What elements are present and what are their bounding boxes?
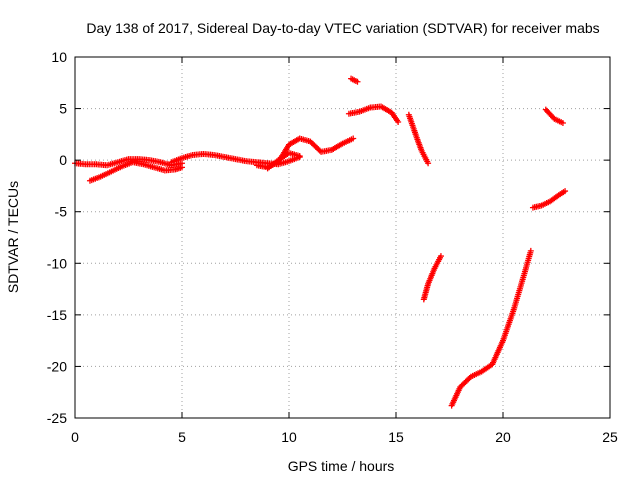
x-tick-label: 10 [281,429,297,445]
y-tick-label: -20 [47,358,67,374]
data-point [350,135,357,142]
data-point [354,78,361,85]
y-axis-label: SDTVAR / TECUs [5,181,21,293]
x-axis-label: GPS time / hours [288,458,395,474]
y-tick-label: -5 [55,204,68,220]
series-arc-1 [72,156,185,169]
series-arc-8 [405,111,432,167]
data-point [425,160,432,167]
x-tick-label: 25 [602,429,618,445]
data-point [562,188,569,195]
y-tick-label: 10 [51,49,67,65]
series-arc-2 [86,159,185,184]
series-arc-11 [529,188,569,211]
series-arc-10 [448,247,534,409]
series-arc-7 [345,103,402,125]
data-point [527,247,534,254]
series-arc-5 [264,149,303,172]
x-tick-label: 15 [388,429,404,445]
data-point [296,153,303,160]
plot-frame [74,56,611,419]
data-point [559,120,566,127]
y-tick-label: -10 [47,255,67,271]
axis-ticks: 0 5 10 15 20 25 -25 -20 -15 -10 -5 0 5 10 [47,49,618,445]
series-arc-6 [348,75,361,85]
series-arc-9 [420,253,444,303]
data-point [466,375,473,382]
x-tick-label: 0 [71,429,79,445]
series-arc-12 [542,106,566,127]
data-point [437,253,444,260]
gridlines [75,57,610,418]
y-tick-label: 5 [59,101,67,117]
chart-title: Day 138 of 2017, Sidereal Day-to-day VTE… [86,20,599,36]
y-tick-label: -15 [47,307,67,323]
data-point [395,118,402,125]
data-series [72,75,569,409]
y-tick-label: -25 [47,410,67,426]
y-tick-label: 0 [59,152,67,168]
x-tick-label: 20 [495,429,511,445]
x-tick-label: 5 [178,429,186,445]
data-point [179,164,185,171]
